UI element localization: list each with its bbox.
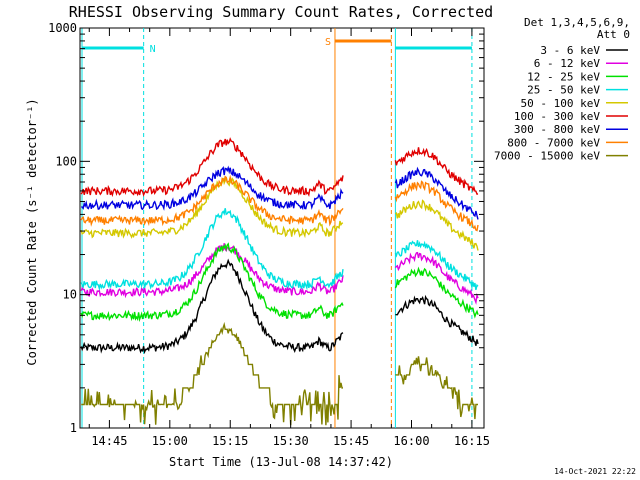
x-tick-label: 16:00 (393, 434, 429, 448)
x-axis-label: Start Time (13-Jul-08 14:37:42) (169, 455, 393, 469)
flag-segment-2 (394, 28, 473, 428)
series-line-post-gap (394, 180, 479, 232)
y-tick-label: 1000 (48, 21, 77, 35)
legend-label: 100 - 300 keV (514, 110, 600, 123)
y-axis-label: Corrected Count Rate (s⁻¹ detector⁻¹) (25, 98, 39, 365)
x-tick-label: 14:45 (91, 434, 127, 448)
series-line-pre-gap (80, 174, 344, 227)
flag-n: N (81, 28, 156, 428)
series-line-post-gap (394, 166, 479, 220)
legend-label: 7000 - 15000 keV (494, 150, 600, 163)
series-line-post-gap (394, 147, 479, 195)
legend-label: 12 - 25 keV (527, 70, 600, 83)
series-line-pre-gap (81, 165, 344, 211)
legend-label: 6 - 12 keV (534, 57, 601, 70)
series-800-7000-kev (80, 174, 479, 232)
plot-frame (79, 27, 485, 429)
series-25-50-kev (80, 208, 479, 292)
series-50-100-kev (80, 176, 479, 251)
x-tick-label: 15:00 (152, 434, 188, 448)
legend-label: 300 - 800 keV (514, 123, 600, 136)
legend-label: 800 - 7000 keV (507, 136, 600, 149)
series-7000-15000-kev (81, 321, 478, 426)
series-line-pre-gap (80, 208, 344, 292)
legend-label: 25 - 50 keV (527, 84, 600, 97)
series-6-12-kev (80, 243, 479, 305)
x-tick-label: 15:15 (212, 434, 248, 448)
chart-title: RHESSI Observing Summary Count Rates, Co… (69, 3, 493, 21)
series-line-post-gap (394, 266, 479, 319)
series-line-post-gap (394, 199, 479, 251)
x-axis: 14:45 15:00 15:15 15:30 15:45 16:00 16:15 (88, 28, 490, 448)
x-tick-label: 15:30 (273, 434, 309, 448)
series-line-pre-gap (81, 321, 343, 426)
y-tick-label: 1 (70, 421, 77, 435)
legend-title-line-1: Det 1,3,4,5,6,9, (524, 16, 630, 29)
legend-label: 50 - 100 keV (521, 97, 601, 110)
flag-label: N (150, 44, 156, 55)
y-axis: 1 10 100 1000 (48, 21, 484, 435)
series-line-pre-gap (80, 243, 344, 299)
series-line-pre-gap (80, 258, 344, 355)
series-line-pre-gap (80, 137, 344, 198)
plot-area: NS (79, 27, 485, 429)
series-300-800-kev (81, 165, 479, 220)
y-tick-label: 10 (63, 288, 77, 302)
series-line-pre-gap (80, 242, 344, 323)
series-line-post-gap (395, 356, 478, 420)
x-tick-label: 15:45 (333, 434, 369, 448)
x-tick-label: 16:15 (454, 434, 490, 448)
series-line-post-gap (394, 240, 479, 291)
series-100-300-kev (80, 137, 479, 198)
legend-label: 3 - 6 keV (540, 44, 600, 57)
footer-timestamp: 14-Oct-2021 22:22 (554, 467, 636, 476)
legend-title-line-2: Att 0 (597, 28, 630, 41)
series-line-post-gap (394, 251, 479, 305)
series-line-post-gap (395, 294, 479, 346)
series-3-6-kev (80, 258, 479, 355)
flag-label: S (325, 37, 331, 48)
series-12-25-kev (80, 242, 479, 323)
y-tick-label: 100 (55, 154, 77, 168)
